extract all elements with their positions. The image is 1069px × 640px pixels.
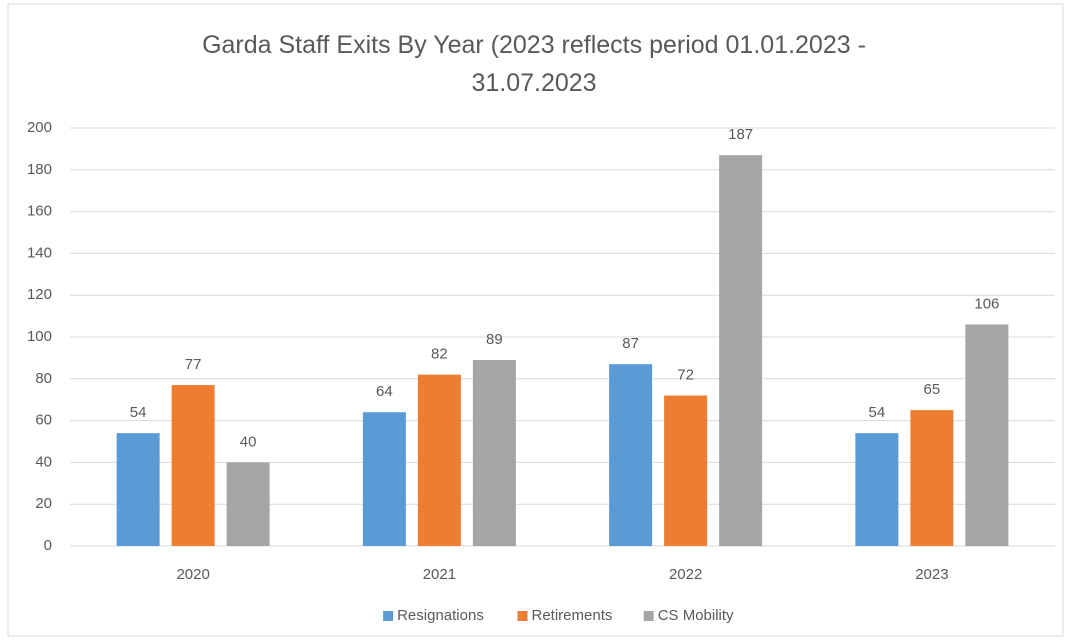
x-tick-label: 2021 [423, 566, 456, 583]
chart-title: Garda Staff Exits By Year (2023 reflects… [202, 31, 866, 97]
legend-swatch [383, 611, 394, 621]
value-label: 54 [130, 404, 147, 421]
chart-border [7, 3, 1064, 637]
value-label: 77 [185, 356, 202, 373]
y-tick-label: 100 [27, 328, 52, 345]
bar [609, 364, 653, 546]
x-tick-label: 2023 [915, 566, 948, 583]
value-label: 87 [622, 335, 639, 352]
y-tick-label: 40 [35, 453, 52, 470]
value-label: 82 [431, 346, 448, 363]
y-tick-label: 160 [27, 203, 52, 220]
bar [910, 410, 954, 546]
y-tick-label: 20 [35, 495, 52, 512]
value-label: 89 [486, 331, 503, 348]
y-tick-label: 0 [44, 537, 52, 554]
y-tick-label: 120 [27, 286, 52, 303]
bar [719, 155, 763, 547]
value-label: 72 [677, 366, 694, 383]
value-label: 40 [240, 433, 257, 450]
legend-label: CS Mobility [658, 607, 734, 624]
bar [965, 324, 1009, 546]
bar [226, 462, 270, 546]
x-tick-label: 2022 [669, 566, 702, 583]
bar [664, 395, 708, 546]
value-label: 106 [974, 295, 999, 312]
bar [472, 359, 516, 546]
y-tick-label: 140 [27, 244, 52, 261]
bar [417, 374, 461, 546]
value-label: 187 [728, 126, 753, 143]
bar [171, 385, 215, 546]
value-label: 54 [869, 404, 886, 421]
value-label: 64 [376, 383, 393, 400]
value-label: 65 [924, 381, 941, 398]
legend-swatch [517, 611, 528, 621]
y-tick-label: 80 [35, 370, 52, 387]
legend-label: Retirements [532, 607, 613, 624]
y-tick-label: 200 [27, 119, 52, 136]
y-tick-label: 180 [27, 161, 52, 178]
bar [116, 433, 160, 546]
y-tick-label: 60 [35, 412, 52, 429]
x-tick-label: 2020 [176, 566, 209, 583]
bar [855, 433, 899, 546]
bar [362, 412, 406, 546]
legend-swatch [643, 611, 654, 621]
legend-label: Resignations [397, 607, 484, 624]
